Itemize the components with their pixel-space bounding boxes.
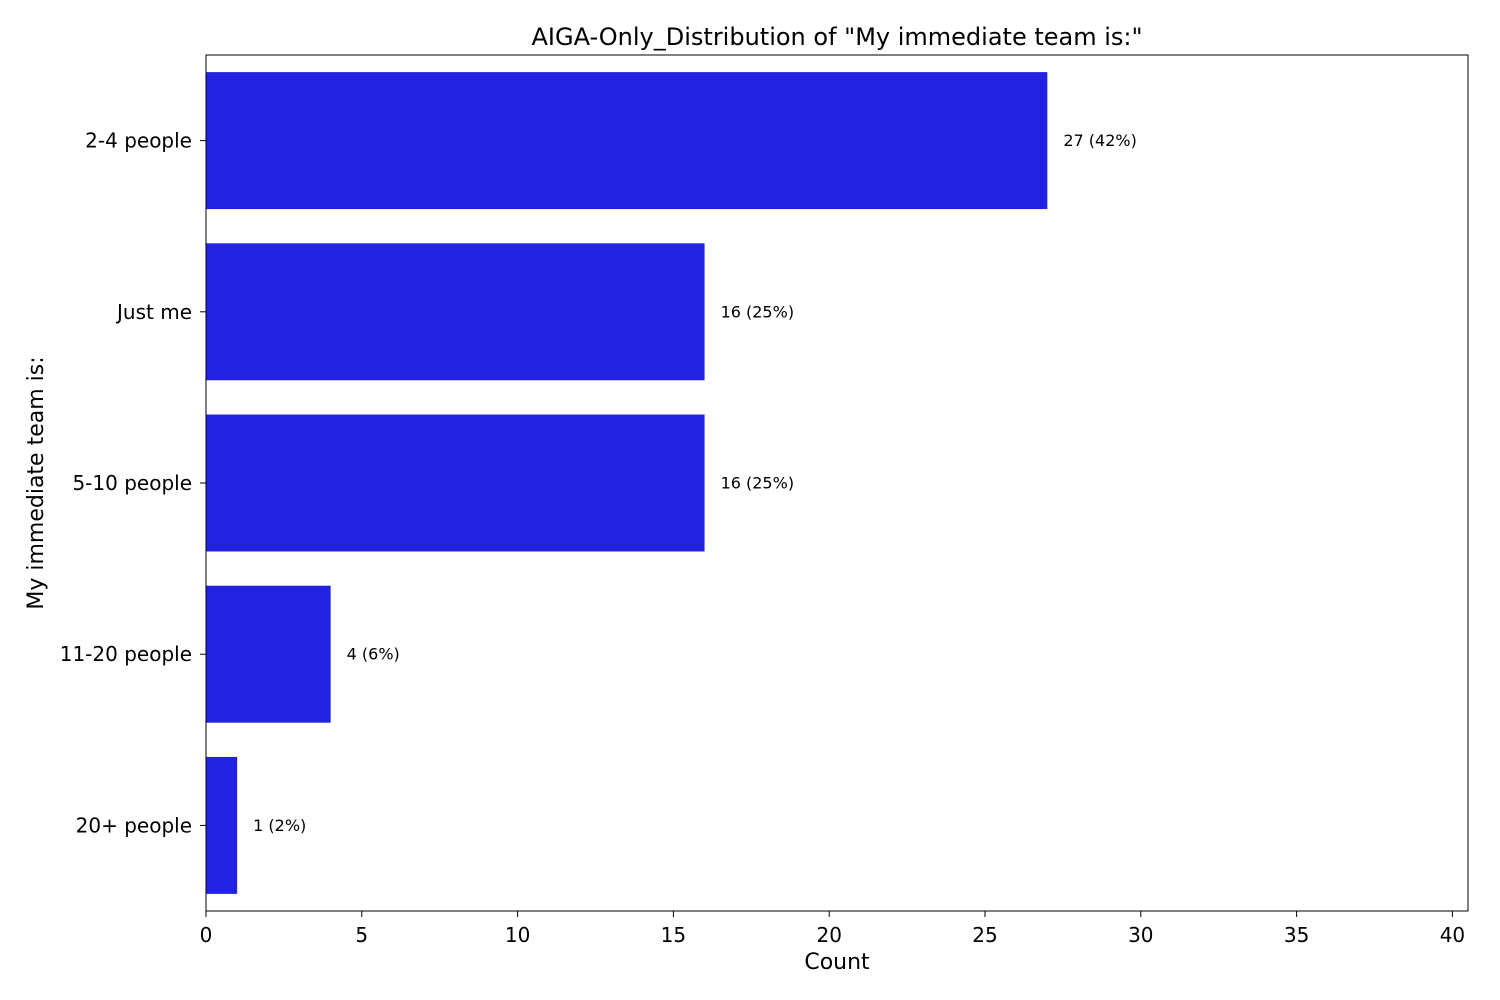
data-label: 4 (6%) — [347, 645, 400, 664]
bar — [206, 414, 705, 552]
x-tick-label: 40 — [1440, 923, 1465, 947]
x-axis-label: Count — [804, 950, 870, 975]
y-tick-label: Just me — [115, 300, 192, 324]
x-tick-label: 5 — [355, 923, 368, 947]
y-axis-label: My immediate team is: — [24, 356, 49, 609]
x-tick-label: 35 — [1284, 923, 1309, 947]
y-axis-ticks: 2-4 people Just me 5-10 people 11-20 people… — [60, 129, 206, 837]
chart-title: AIGA-Only_Distribution of "My immediate … — [531, 23, 1142, 51]
x-tick-label: 20 — [816, 923, 841, 947]
bar — [206, 243, 705, 381]
data-label: 16 (25%) — [721, 302, 795, 321]
data-label: 16 (25%) — [721, 474, 795, 493]
y-tick-label: 2-4 people — [85, 129, 192, 153]
y-tick-label: 5-10 people — [72, 471, 192, 495]
plot-frame — [205, 54, 1469, 912]
data-label: 1 (2%) — [253, 816, 306, 835]
x-tick-label: 25 — [972, 923, 997, 947]
bar — [206, 72, 1048, 210]
x-tick-label: 30 — [1128, 923, 1153, 947]
data-label: 27 (42%) — [1063, 131, 1137, 150]
x-tick-label: 10 — [505, 923, 530, 947]
x-axis-ticks: 0 5 10 15 20 25 30 35 40 — [200, 911, 1465, 947]
x-tick-label: 15 — [661, 923, 686, 947]
bar — [206, 756, 238, 894]
y-tick-label: 20+ people — [76, 813, 192, 837]
x-tick-label: 0 — [200, 923, 213, 947]
bars-group: 27 (42%) 16 (25%) 16 (25%) 4 (6%) 1 (2%) — [206, 72, 1137, 894]
bar — [206, 585, 331, 723]
y-tick-label: 11-20 people — [60, 642, 192, 666]
